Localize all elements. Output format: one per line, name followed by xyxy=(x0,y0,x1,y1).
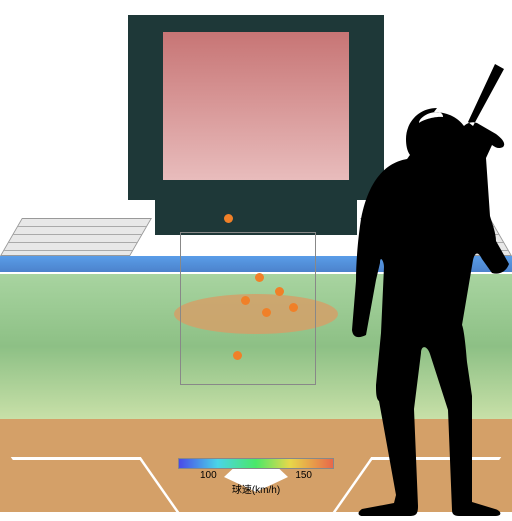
pitch-marker xyxy=(241,296,250,305)
scoreboard-screen xyxy=(163,32,349,180)
pitch-marker xyxy=(289,303,298,312)
legend-tick-min: 100 xyxy=(200,470,217,481)
pitch-marker xyxy=(255,273,264,282)
speed-legend: 100 150 球速(km/h) xyxy=(178,458,334,488)
pitch-marker xyxy=(275,287,284,296)
scoreboard-base xyxy=(155,200,357,235)
legend-label: 球速(km/h) xyxy=(178,481,334,496)
pitch-chart-canvas: 100 150 球速(km/h) xyxy=(0,0,512,512)
pitch-marker xyxy=(233,351,242,360)
pitch-marker xyxy=(224,214,233,223)
stands-right xyxy=(360,218,512,256)
pitch-marker xyxy=(262,308,271,317)
legend-ticks: 100 150 xyxy=(178,470,334,481)
legend-colorbar xyxy=(178,458,334,469)
stands-left xyxy=(0,218,152,256)
legend-tick-max: 150 xyxy=(295,470,312,481)
